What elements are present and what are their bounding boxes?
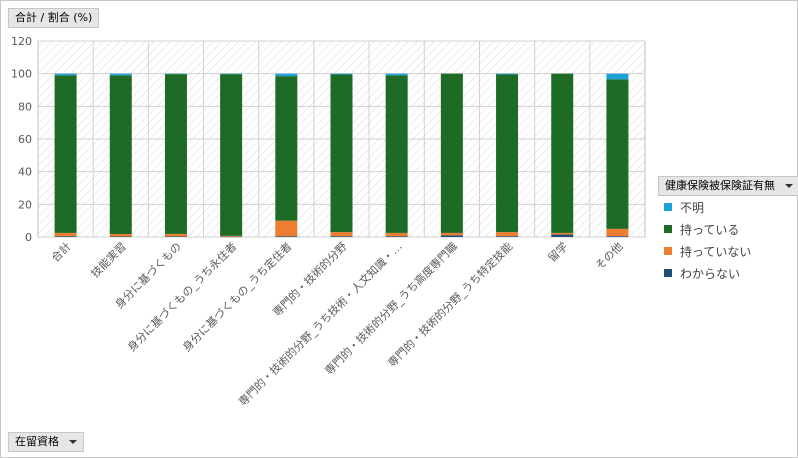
bar-segment[interactable] <box>220 74 243 236</box>
legend-label: 不明 <box>680 200 705 215</box>
bar-segment[interactable] <box>164 233 187 237</box>
legend-swatch <box>664 225 672 233</box>
legend-label: わからない <box>680 266 741 281</box>
x-tick-label: 身分に基づくもの_うち永住者 <box>124 239 239 354</box>
bar-segment[interactable] <box>385 73 408 76</box>
chevron-down-icon <box>69 440 77 444</box>
bar-segment[interactable] <box>496 74 519 233</box>
bar-segment[interactable] <box>109 236 132 238</box>
axis-field-button[interactable]: 在留資格 <box>8 432 84 452</box>
bar-segment[interactable] <box>275 236 298 237</box>
y-tick-label: 20 <box>18 198 32 211</box>
legend-label: 持っている <box>680 222 740 237</box>
bar-segment[interactable] <box>440 235 463 237</box>
x-tick-label: 技能実習 <box>88 239 129 280</box>
bar-segment[interactable] <box>164 74 187 234</box>
bar-segment[interactable] <box>220 235 243 237</box>
legend-item: 不明 <box>658 196 751 218</box>
y-tick-label: 0 <box>25 231 32 244</box>
legend-swatch <box>664 247 672 255</box>
bar-segment[interactable] <box>496 73 519 75</box>
legend-label: 持っていない <box>680 244 752 259</box>
bar-segment[interactable] <box>606 228 629 237</box>
bar-segment[interactable] <box>385 75 408 233</box>
bar-segment[interactable] <box>606 236 629 237</box>
x-tick-label: 留学 <box>545 239 570 264</box>
bar-segment[interactable] <box>606 79 629 229</box>
legend-field-button[interactable]: 健康保険被保険証有無 <box>658 176 798 196</box>
bar-segment[interactable] <box>496 236 519 237</box>
bar-segment[interactable] <box>220 73 243 75</box>
bar-segment[interactable] <box>275 220 298 237</box>
chevron-down-icon <box>785 184 793 188</box>
bar-segment[interactable] <box>551 73 574 233</box>
bar-segment[interactable] <box>330 232 353 237</box>
bar-segment[interactable] <box>606 73 629 80</box>
bar-segment[interactable] <box>54 232 77 237</box>
x-axis-ticks: 合計 技能実習身分に基づくもの身分に基づくもの_うち永住者身分に基づくもの_うち定… <box>48 239 625 408</box>
bar-segment[interactable] <box>109 75 132 235</box>
bar-segment[interactable] <box>551 232 574 235</box>
bar-segment[interactable] <box>330 74 353 233</box>
legend-swatch <box>664 269 672 277</box>
bar-segment[interactable] <box>440 232 463 236</box>
bar-segment[interactable] <box>54 73 77 76</box>
bar-segment[interactable] <box>54 236 77 237</box>
legend: 不明 持っている 持っていない わからない <box>658 196 751 284</box>
bars-group <box>54 73 629 238</box>
bar-segment[interactable] <box>164 236 187 237</box>
bar-segment[interactable] <box>440 73 463 233</box>
values-field-label: 合計 / 割合 (%) <box>15 11 93 24</box>
x-tick-label: 合計 <box>48 239 73 264</box>
bar-segment[interactable] <box>496 232 519 237</box>
y-tick-label: 100 <box>11 68 32 81</box>
bar-segment[interactable] <box>109 73 132 76</box>
legend-field-label: 健康保険被保険証有無 <box>665 179 775 192</box>
bar-segment[interactable] <box>54 75 77 233</box>
legend-swatch <box>664 203 672 211</box>
legend-item: わからない <box>658 262 751 284</box>
y-axis-ticks: 0 20 40 60 80 100 120 <box>11 35 32 244</box>
values-field-button[interactable]: 合計 / 割合 (%) <box>8 8 100 28</box>
x-tick-label: その他 <box>593 240 626 273</box>
bar-segment[interactable] <box>275 76 298 221</box>
bar-segment[interactable] <box>330 236 353 237</box>
bar-segment[interactable] <box>109 234 132 237</box>
y-tick-label: 40 <box>18 166 32 179</box>
bar-segment[interactable] <box>385 232 408 237</box>
bar-segment[interactable] <box>330 73 353 75</box>
y-tick-label: 60 <box>18 133 32 146</box>
axis-field-label: 在留資格 <box>15 435 59 448</box>
bar-segment[interactable] <box>164 73 187 75</box>
y-tick-label: 120 <box>11 35 32 48</box>
bar-segment[interactable] <box>220 236 243 238</box>
legend-item: 持っていない <box>658 240 751 262</box>
bar-segment[interactable] <box>275 73 298 77</box>
x-tick-label: 身分に基づくもの_うち定住者 <box>180 239 295 354</box>
y-tick-label: 80 <box>18 100 32 113</box>
legend-item: 持っている <box>658 218 751 240</box>
bar-segment[interactable] <box>385 236 408 237</box>
bar-segment[interactable] <box>551 234 574 237</box>
